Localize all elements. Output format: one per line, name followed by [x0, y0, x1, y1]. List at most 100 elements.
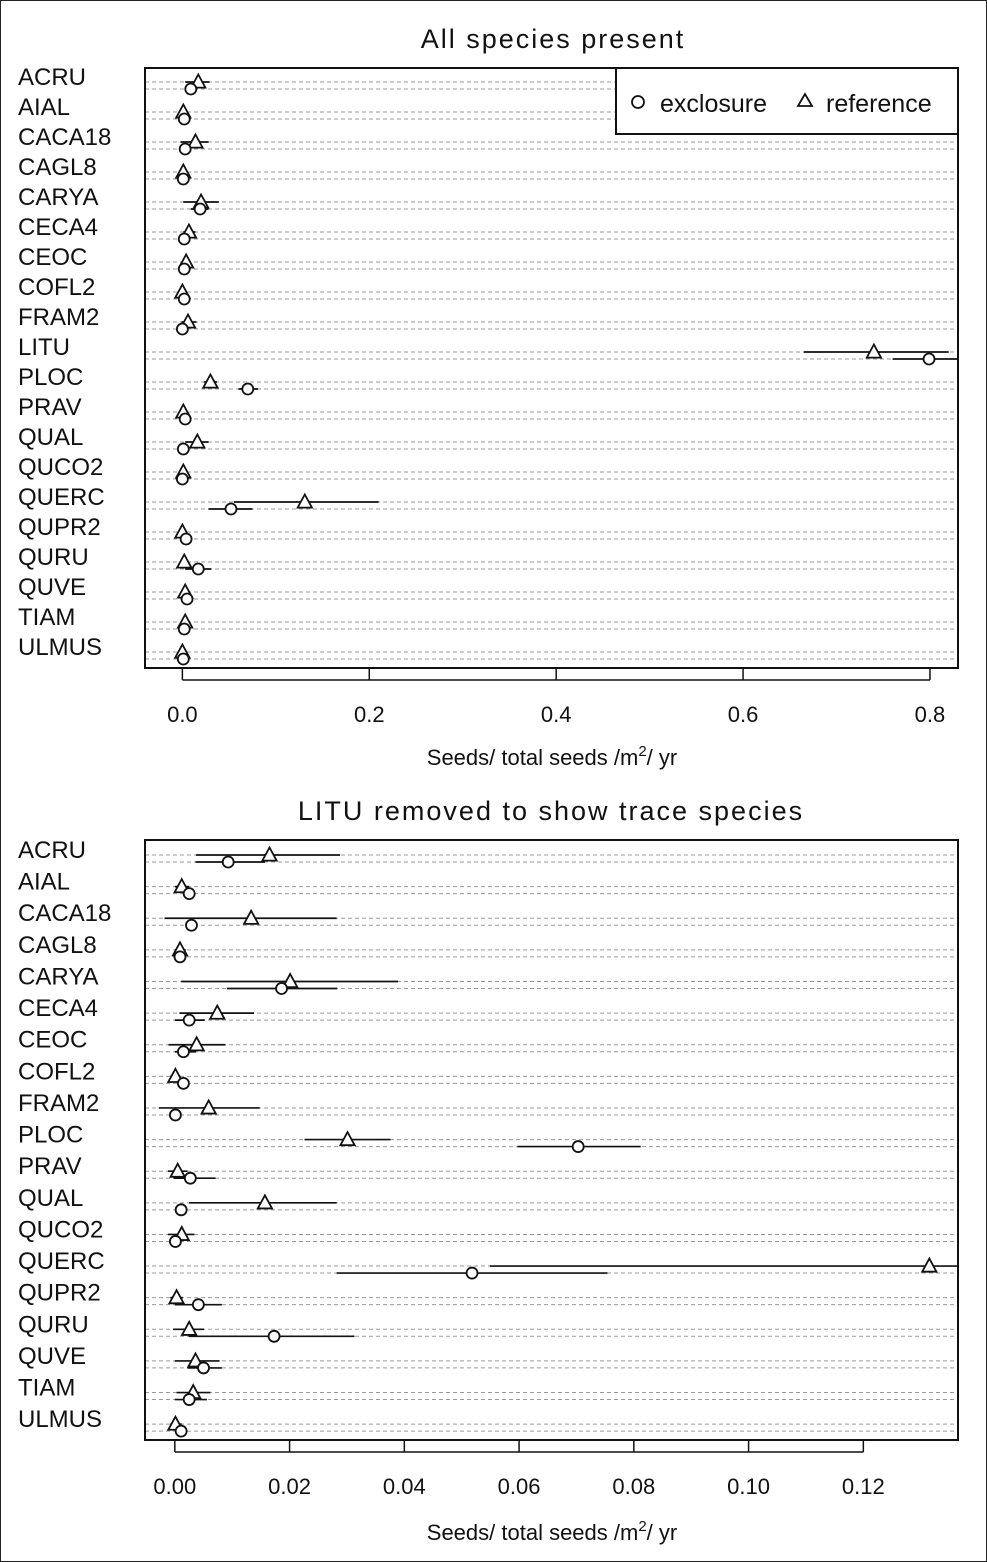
legend-reference-label: reference — [826, 90, 932, 118]
x-tick-label: 0.08 — [612, 1474, 655, 1499]
x-tick-label: 0.8 — [915, 702, 946, 727]
x-tick-label: 0.0 — [167, 702, 198, 727]
legend-triangle-icon — [796, 92, 814, 107]
reference-point — [186, 1351, 205, 1368]
reference-point — [208, 1003, 226, 1020]
exclosure-point — [197, 1361, 210, 1375]
reference-point — [180, 1319, 198, 1336]
x-tick-label: 0.6 — [728, 702, 759, 727]
exclosure-point — [275, 982, 288, 995]
species-label: QUVE — [18, 1343, 86, 1370]
exclosure-point — [183, 1171, 197, 1185]
x-tick-label: 0.00 — [153, 1474, 196, 1499]
exclosure-point — [176, 652, 190, 666]
panel-all-species: ACRU AIAL CACA18 CAGL8 CARYA CECA4 CEOC COFL2 FR… — [18, 64, 959, 770]
species-label: ACRU — [18, 837, 86, 864]
reference-point — [167, 1288, 186, 1305]
reference-point — [920, 1256, 938, 1273]
exclosure-point — [191, 562, 205, 576]
exclosure-point — [177, 622, 191, 636]
reference-point — [201, 372, 220, 389]
reference-point — [187, 1035, 206, 1052]
species-label: QUCO2 — [18, 454, 103, 481]
species-label: QUPR2 — [18, 514, 101, 541]
panel1-title: All species present — [421, 24, 686, 54]
species-label: PRAV — [18, 1153, 82, 1180]
exclosure-point — [178, 142, 192, 156]
species-label: TIAM — [18, 604, 75, 631]
x-tick-label: 0.04 — [383, 1474, 426, 1499]
species-label: QURU — [18, 1311, 89, 1338]
species-label: QUERC — [18, 1248, 105, 1275]
species-label: ACRU — [18, 64, 86, 91]
species-label: ULMUS — [18, 1406, 102, 1433]
exclosure-point — [175, 472, 189, 486]
panel2-title: LITU removed to show trace species — [298, 796, 804, 826]
legend-exclosure-label: exclosure — [660, 90, 767, 118]
species-label: CARYA — [18, 184, 98, 211]
exclosure-point — [177, 262, 191, 276]
exclosure-point — [177, 1045, 190, 1059]
panel-litu-removed: ACRU AIAL CACA18 CAGL8 CARYA CECA4 CEOC COFL2 FR… — [18, 837, 959, 1545]
reference-point — [200, 1098, 218, 1115]
exclosure-point — [177, 232, 191, 246]
exclosure-point — [177, 1076, 190, 1090]
x-tick-label: 0.10 — [727, 1474, 770, 1499]
species-label: QURU — [18, 544, 89, 571]
reference-point — [865, 342, 883, 359]
exclosure-point — [922, 352, 936, 366]
species-label: COFL2 — [18, 1058, 95, 1085]
species-label: FRAM2 — [18, 304, 99, 331]
species-label: QUAL — [18, 424, 83, 451]
exclosure-point — [169, 1108, 182, 1122]
legend: exclosure reference — [615, 67, 959, 135]
species-label: PRAV — [18, 394, 82, 421]
exclosure-point — [173, 950, 187, 964]
species-label: CEOC — [18, 1027, 87, 1054]
x-tick-label: 0.4 — [541, 702, 572, 727]
species-label: QUVE — [18, 574, 86, 601]
species-label: AIAL — [18, 869, 70, 896]
exclosure-point — [178, 412, 192, 426]
reference-point — [169, 1161, 187, 1178]
species-label: PLOC — [18, 364, 83, 391]
species-label: CARYA — [18, 963, 98, 990]
species-label: TIAM — [18, 1375, 75, 1402]
plot-frame — [144, 67, 959, 669]
exclosure-point — [465, 1266, 479, 1280]
exclosure-point — [182, 1393, 196, 1406]
exclosure-point — [176, 172, 190, 186]
species-label: CAGL8 — [18, 154, 97, 181]
plot-frame — [144, 839, 959, 1441]
reference-point — [260, 845, 279, 862]
x-axis-label: Seeds/ total seeds /m2/ yr — [427, 743, 677, 770]
exclosure-point — [267, 1329, 281, 1343]
species-label: QUCO2 — [18, 1216, 103, 1243]
exclosure-point — [177, 112, 191, 126]
species-label: QUAL — [18, 1185, 83, 1212]
legend-circle-icon — [631, 95, 645, 109]
exclosure-point — [191, 1298, 205, 1312]
exclosure-point — [174, 1203, 188, 1217]
exclosure-point — [182, 887, 196, 901]
species-label: CECA4 — [18, 214, 98, 241]
species-label: QUERC — [18, 484, 105, 511]
species-label: CECA4 — [18, 995, 98, 1022]
exclosure-point — [175, 322, 189, 336]
species-label: CAGL8 — [18, 932, 97, 959]
reference-point — [188, 432, 206, 449]
exclosure-point — [224, 502, 238, 516]
exclosure-point — [193, 202, 207, 216]
species-label: FRAM2 — [18, 1090, 99, 1117]
species-label: CACA18 — [18, 124, 111, 151]
exclosure-point — [180, 592, 194, 606]
species-label: AIAL — [18, 94, 70, 121]
species-label: CEOC — [18, 244, 87, 271]
legend-box — [615, 67, 959, 135]
x-tick-label: 0.2 — [354, 702, 385, 727]
exclosure-point — [241, 382, 255, 396]
exclosure-point — [177, 292, 191, 306]
exclosure-point — [169, 1235, 182, 1248]
